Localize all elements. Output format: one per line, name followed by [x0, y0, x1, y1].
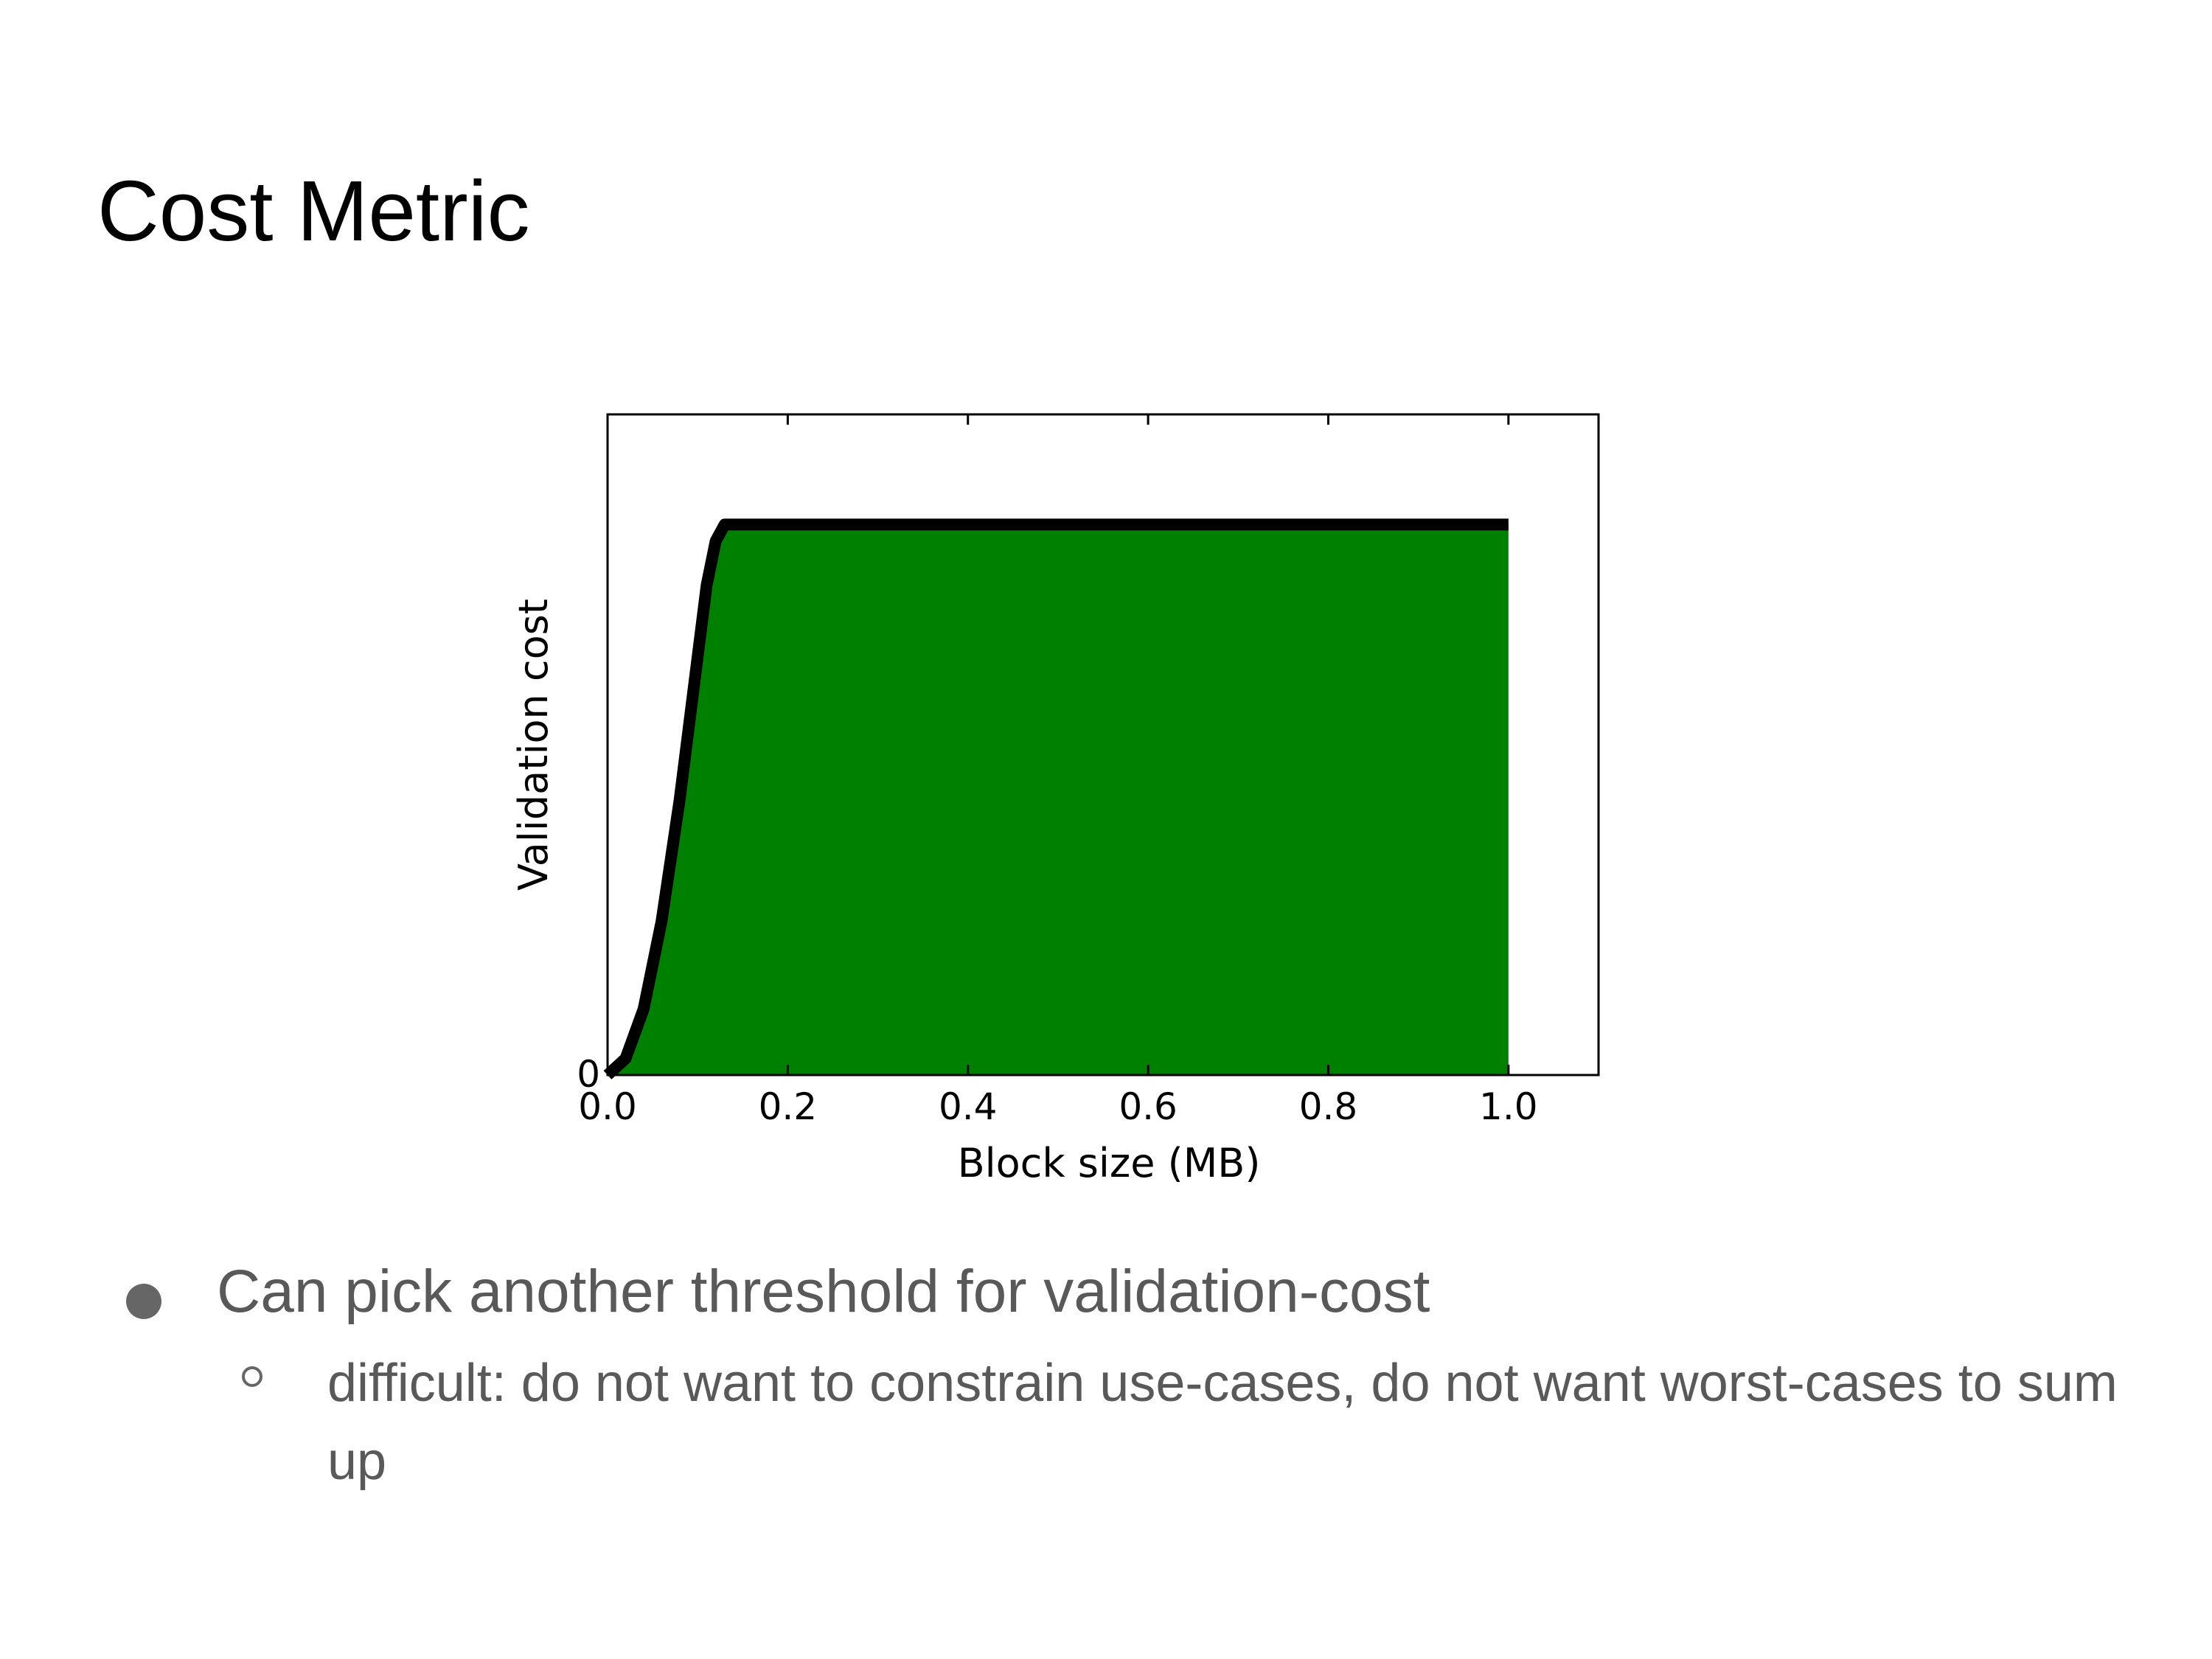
validation-cost-chart: 0.0 0.2 0.4 0.6 0.8 1.0 0 Block size (MB) Valida…: [510, 413, 1600, 1186]
x-tick-label: 0.2: [759, 1085, 818, 1128]
x-tick-label: 0.4: [939, 1085, 998, 1128]
slide-title: Cost Metric: [97, 163, 530, 259]
bullet-text-difficult: difficult: do not want to constrain use-…: [327, 1354, 2118, 1491]
x-axis-label: Block size (MB): [958, 1140, 1261, 1186]
plot-frame: [606, 413, 1600, 1077]
x-tick-label: 0.0: [578, 1085, 637, 1128]
bullet-text-threshold: Can pick another threshold for validatio…: [217, 1258, 1430, 1325]
area-fill: [608, 524, 1509, 1075]
x-tick-label: 0.8: [1299, 1085, 1358, 1128]
filled-bullet-icon: [126, 1284, 161, 1319]
x-tick-label: 1.0: [1479, 1085, 1538, 1128]
y-tick-label: 0: [577, 1053, 600, 1096]
y-axis-label: Validation cost: [510, 599, 557, 891]
hollow-bullet-icon: [242, 1366, 262, 1387]
cost-line: [603, 518, 1509, 1079]
x-tick-label: 0.6: [1119, 1085, 1178, 1128]
